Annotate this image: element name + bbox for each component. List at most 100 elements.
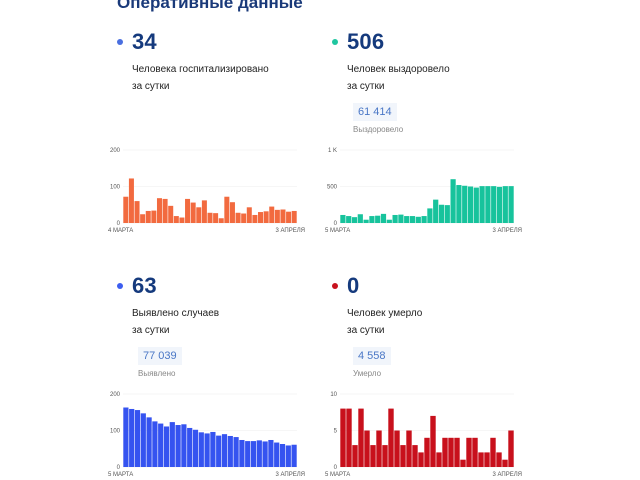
x-start-label: 5 МАРТА	[108, 472, 133, 478]
dot-icon	[117, 283, 123, 289]
bar	[258, 212, 264, 223]
y-tick-label: 500	[327, 185, 338, 191]
bar	[430, 415, 436, 467]
bar	[192, 429, 199, 467]
page-title: Оперативные данные	[117, 0, 303, 12]
bar	[162, 198, 168, 223]
bar	[491, 186, 497, 223]
bar	[427, 208, 433, 223]
bar	[346, 408, 352, 467]
bar	[444, 205, 450, 223]
bar	[227, 435, 233, 467]
desc-line: Человека госпитализировано	[132, 64, 269, 75]
bar	[252, 214, 258, 223]
bar	[129, 408, 135, 467]
bar	[442, 437, 448, 467]
bar	[241, 213, 247, 223]
y-tick-label: 200	[110, 148, 121, 154]
bar	[496, 186, 503, 223]
stat-card-deaths: 0 Человек умерло за сутки 4 558 Умерло	[330, 272, 530, 378]
bar	[415, 216, 421, 223]
bar	[262, 441, 268, 467]
bar	[340, 408, 346, 467]
bar	[187, 427, 193, 467]
y-tick-label: 10	[330, 392, 337, 398]
bar	[274, 442, 280, 467]
bar	[173, 216, 179, 223]
bar	[412, 445, 418, 467]
chart-svg: 0 100 200 4 МАРТА 3 АПРЕЛЯ	[108, 148, 305, 234]
y-tick-label: 100	[110, 185, 121, 191]
bar	[286, 211, 292, 223]
bar	[456, 185, 462, 223]
bar	[358, 408, 364, 467]
bar	[346, 216, 352, 223]
y-tick-label: 200	[110, 392, 121, 398]
bar	[185, 198, 191, 223]
bar	[490, 437, 496, 467]
bar	[279, 444, 286, 467]
bar	[448, 437, 454, 467]
bar	[285, 445, 291, 467]
y-tick-label: 0	[117, 465, 121, 471]
bar	[502, 459, 508, 467]
desc-line: Выявлено случаев	[132, 308, 220, 319]
bar	[263, 211, 269, 223]
bar	[406, 430, 412, 467]
bar	[204, 433, 210, 467]
bar	[198, 432, 204, 467]
bar	[472, 437, 478, 467]
desc-line: за сутки	[132, 81, 170, 92]
y-tick-label: 100	[110, 429, 121, 435]
bar	[280, 209, 286, 223]
stat-card-recovered: 506 Человек выздоровело за сутки 61 414 …	[330, 28, 530, 134]
bar	[210, 431, 216, 467]
stat-description: Человек умерло за сутки	[347, 305, 530, 339]
bar	[190, 202, 196, 223]
y-tick-label: 1 K	[328, 148, 337, 154]
bar	[169, 422, 175, 467]
bar	[245, 441, 251, 467]
bar	[392, 214, 398, 223]
bar	[291, 210, 297, 223]
total-label: Выздоровело	[353, 125, 404, 134]
chart-deaths: 0 5 10 5 МАРТА 3 АПРЕЛЯ	[322, 389, 522, 479]
x-start-label: 5 МАРТА	[325, 472, 350, 478]
total-value: 77 039	[138, 347, 182, 365]
chart-hospitalized: 0 100 200 4 МАРТА 3 АПРЕЛЯ	[105, 145, 305, 235]
x-start-label: 5 МАРТА	[325, 228, 350, 234]
bar	[181, 424, 187, 467]
daily-value: 0	[347, 273, 360, 298]
bar	[291, 444, 297, 467]
bar	[229, 202, 235, 223]
total-label: Умерло	[353, 369, 382, 378]
bar	[269, 206, 275, 223]
bar	[485, 186, 491, 223]
bar	[158, 423, 164, 467]
bar	[179, 217, 185, 223]
bar	[363, 219, 369, 223]
bar	[418, 452, 424, 467]
bar	[376, 430, 382, 467]
bar	[340, 214, 346, 223]
stat-description: Человек выздоровело за сутки	[347, 61, 530, 95]
bar	[424, 437, 430, 467]
daily-value: 506	[347, 29, 385, 54]
x-end-label: 3 АПРЕЛЯ	[492, 472, 522, 478]
bar	[398, 214, 404, 223]
bar	[213, 213, 219, 223]
bar	[462, 185, 468, 223]
bar	[484, 452, 490, 467]
bar	[382, 445, 388, 467]
x-end-label: 3 АПРЕЛЯ	[275, 472, 305, 478]
bar	[239, 439, 245, 467]
bar	[450, 179, 456, 223]
bar	[502, 186, 508, 223]
chart-recovered: 0 500 1 K 5 МАРТА 3 АПРЕЛЯ	[322, 145, 522, 235]
total-label: Выявлено	[138, 369, 176, 378]
y-tick-label: 0	[334, 465, 338, 471]
dot-icon	[117, 39, 123, 45]
desc-line: за сутки	[132, 325, 170, 336]
stat-card-detected: 63 Выявлено случаев за сутки 77 039 Выяв…	[115, 272, 315, 378]
bar	[478, 452, 484, 467]
